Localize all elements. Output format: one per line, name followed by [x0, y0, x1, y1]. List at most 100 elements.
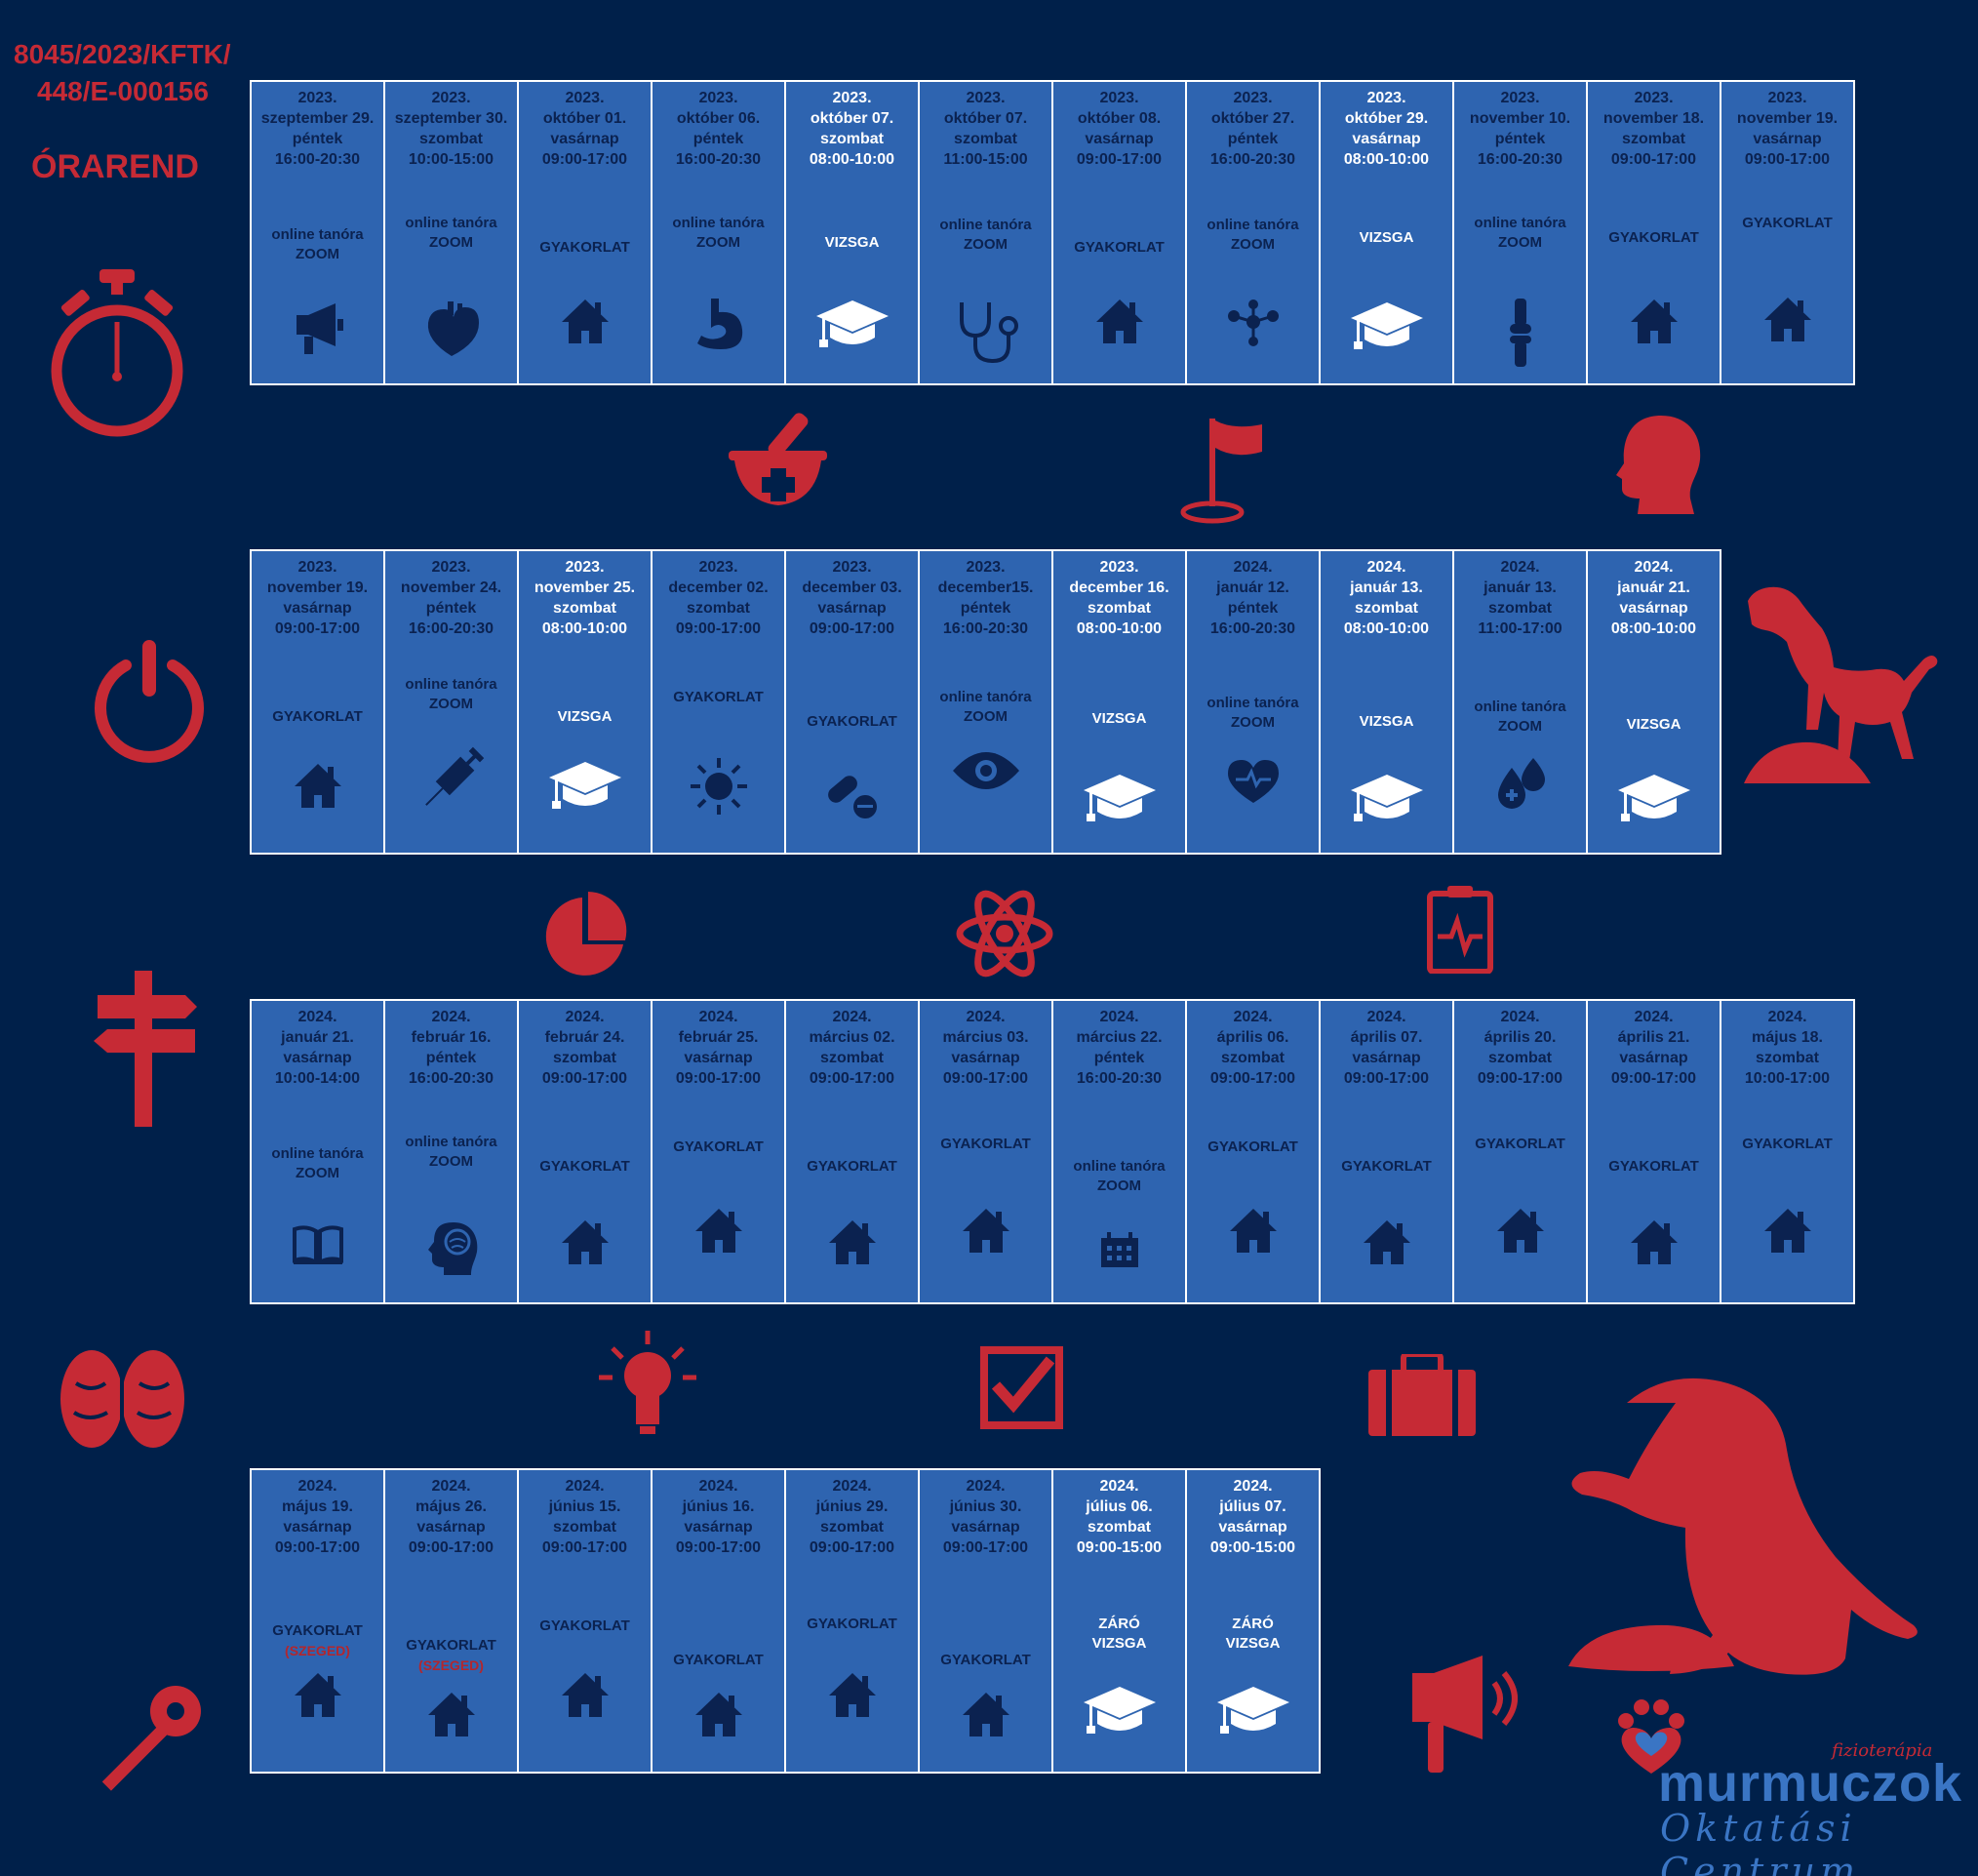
session-date: november 10.	[1469, 110, 1571, 127]
session-time: 09:00-17:00	[809, 1070, 895, 1087]
session-activity: GYAKORLAT	[1321, 1157, 1452, 1177]
session-cell: 2024. június 29. szombat 09:00-17:00 GYAKORL…	[786, 1470, 918, 1772]
session-activity-line: VIZSGA	[1091, 710, 1147, 727]
session-day: szombat	[820, 131, 884, 147]
session-datetime: 2024. április 06. szombat 09:00-17:00	[1187, 1007, 1319, 1089]
session-day: vasárnap	[1619, 600, 1688, 617]
session-datetime: 2024. március 02. szombat 09:00-17:00	[786, 1007, 918, 1089]
megaphone-icon	[291, 301, 345, 361]
session-date: április 20.	[1484, 1029, 1557, 1046]
session-activity-line: online tanóra	[1474, 215, 1566, 231]
stomach-icon	[693, 297, 744, 356]
house-icon	[293, 761, 343, 815]
session-activity: GYAKORLAT	[653, 1138, 784, 1157]
session-activity: GYAKORLAT	[920, 1651, 1051, 1670]
schedule-row-3: 2024. január 21. vasárnap 10:00-14:00 online…	[250, 999, 1855, 1304]
session-date: szeptember 29.	[260, 110, 375, 127]
session-year: 2023.	[1099, 559, 1139, 576]
blood-drops-icon	[1492, 756, 1549, 816]
session-activity-line: GYAKORLAT	[940, 1652, 1031, 1668]
session-cell: 2024. május 19. vasárnap 09:00-17:00 GYAKORL…	[252, 1470, 383, 1772]
session-year: 2023.	[1099, 90, 1139, 106]
session-year: 2023.	[698, 559, 738, 576]
session-day: vasárnap	[1619, 1050, 1688, 1066]
session-datetime: 2023. október 29. vasárnap 08:00-10:00	[1321, 88, 1452, 170]
session-time: 10:00-17:00	[1744, 1070, 1831, 1087]
session-cell: 2024. január 13. szombat 08:00-10:00 VIZSGA	[1321, 551, 1452, 853]
session-datetime: 2024. január 21. vasárnap 08:00-10:00	[1588, 557, 1720, 639]
session-activity-line: online tanóra	[939, 689, 1032, 705]
session-day: vasárnap	[951, 1050, 1020, 1066]
mortar-pestle-icon	[729, 413, 827, 505]
page-title: ÓRAREND	[31, 148, 199, 185]
session-cell: 2024. július 06. szombat 09:00-15:00 ZÁRÓ VIZ…	[1053, 1470, 1185, 1772]
session-activity-line: VIZSGA	[824, 234, 880, 251]
session-datetime: 2023. október 08. vasárnap 09:00-17:00	[1053, 88, 1185, 170]
session-date: január 21.	[1617, 579, 1690, 596]
session-year: 2024.	[1366, 559, 1406, 576]
session-time: 09:00-17:00	[675, 1539, 762, 1556]
session-date: április 07.	[1350, 1029, 1423, 1046]
session-activity: GYAKORLAT	[252, 707, 383, 727]
session-cell: 2023. október 07. szombat 11:00-15:00 online…	[920, 82, 1051, 383]
session-year: 2023.	[966, 559, 1006, 576]
session-activity: GYAKORLAT	[1721, 1135, 1853, 1154]
session-date: október 08.	[1077, 110, 1162, 127]
session-day: szombat	[553, 1050, 616, 1066]
session-time: 11:00-17:00	[1478, 620, 1563, 637]
session-cell: 2023. október 06. péntek 16:00-20:30 online …	[653, 82, 784, 383]
graduation-cap-icon	[814, 297, 890, 356]
house-icon	[961, 1690, 1011, 1743]
logo-brand: murmuczok	[1658, 1754, 1963, 1813]
session-datetime: 2023. november 24. péntek 16:00-20:30	[385, 557, 517, 639]
house-icon	[293, 1670, 343, 1724]
session-datetime: 2023. november 10. péntek 16:00-20:30	[1454, 88, 1586, 170]
session-time: 09:00-17:00	[1744, 151, 1831, 168]
session-time: 09:00-17:00	[274, 620, 361, 637]
session-activity: GYAKORLAT	[1588, 228, 1720, 248]
session-day: szombat	[1355, 600, 1418, 617]
heartbeat-icon	[1226, 756, 1281, 810]
session-time: 09:00-17:00	[675, 620, 762, 637]
session-year: 2023.	[1767, 90, 1807, 106]
session-activity-line: GYAKORLAT	[272, 708, 363, 725]
session-year: 2023.	[966, 90, 1006, 106]
session-time: 09:00-17:00	[541, 1539, 628, 1556]
session-datetime: 2023. november 19. vasárnap 09:00-17:00	[252, 557, 383, 639]
session-time: 09:00-17:00	[541, 1070, 628, 1087]
session-time: 09:00-17:00	[408, 1539, 494, 1556]
session-activity: GYAKORLAT	[1454, 1135, 1586, 1154]
session-year: 2023.	[832, 559, 872, 576]
session-year: 2024.	[966, 1009, 1006, 1025]
session-date: május 26.	[415, 1498, 487, 1515]
session-datetime: 2024. március 03. vasárnap 09:00-17:00	[920, 1007, 1051, 1089]
session-year: 2024.	[1500, 1009, 1540, 1025]
session-year: 2023.	[1500, 90, 1540, 106]
session-activity: online tanóra ZOOM	[1053, 1157, 1185, 1196]
session-activity: online tanóra ZOOM	[1187, 694, 1319, 733]
session-time: 09:00-17:00	[809, 1539, 895, 1556]
session-activity-line: VIZSGA	[1626, 716, 1681, 733]
session-activity-line: GYAKORLAT	[1608, 1158, 1699, 1175]
ecg-monitor-icon	[1427, 886, 1493, 974]
session-date: október 27.	[1210, 110, 1295, 127]
session-time: 09:00-17:00	[942, 1070, 1029, 1087]
session-activity-line: ZOOM	[696, 234, 740, 251]
session-day: szombat	[687, 600, 750, 617]
session-datetime: 2023. november 18. szombat 09:00-17:00	[1588, 88, 1720, 170]
session-cell: 2024. január 12. péntek 16:00-20:30 online t…	[1187, 551, 1319, 853]
session-activity: online tanóra ZOOM	[920, 688, 1051, 727]
session-activity-line: GYAKORLAT	[807, 713, 897, 730]
session-datetime: 2024. május 18. szombat 10:00-17:00	[1721, 1007, 1853, 1089]
session-datetime: 2024. április 20. szombat 09:00-17:00	[1454, 1007, 1586, 1089]
session-activity-line: GYAKORLAT	[1207, 1138, 1298, 1155]
house-icon	[1228, 1206, 1279, 1259]
session-date: október 29.	[1344, 110, 1429, 127]
session-time: 09:00-17:00	[1076, 151, 1163, 168]
session-cell: 2023. november 18. szombat 09:00-17:00 GYAKO…	[1588, 82, 1720, 383]
session-date: január 13.	[1484, 579, 1557, 596]
session-time: 09:00-17:00	[675, 1070, 762, 1087]
session-datetime: 2024. június 30. vasárnap 09:00-17:00	[920, 1476, 1051, 1558]
session-datetime: 2023. december 03. vasárnap 09:00-17:00	[786, 557, 918, 639]
session-date: május 19.	[282, 1498, 353, 1515]
